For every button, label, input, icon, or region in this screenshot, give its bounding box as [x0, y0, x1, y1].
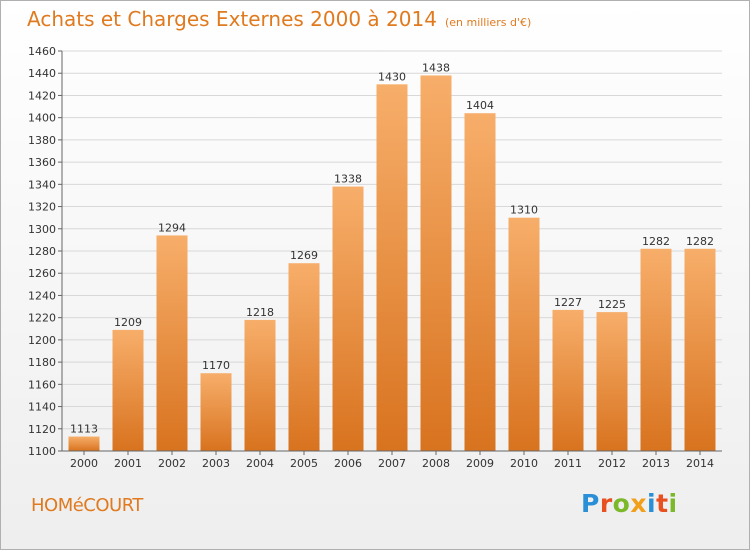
y-tick-label: 1260 [28, 267, 56, 280]
x-axis: 2000 2001 2002 2003 2004 2005 2006 2007 2008 2009… [62, 450, 722, 470]
data-label: 1404 [466, 99, 494, 112]
bar-2000 [68, 436, 100, 451]
bar-2007 [376, 84, 408, 451]
data-label: 1438 [422, 61, 450, 74]
data-label: 1269 [290, 249, 318, 262]
bar-2012 [596, 312, 628, 451]
data-label: 1225 [598, 298, 626, 311]
x-tick-label: 2007 [378, 457, 406, 470]
x-tick-label: 2004 [246, 457, 274, 470]
bar-2013 [640, 248, 672, 451]
x-tick-label: 2012 [598, 457, 626, 470]
data-label: 1310 [510, 204, 538, 217]
y-tick-label: 1280 [28, 245, 56, 258]
logo-letter: t [656, 489, 669, 518]
y-tick-label: 1120 [28, 423, 56, 436]
x-tick-label: 2000 [70, 457, 98, 470]
proxiti-logo: Proxiti [581, 489, 678, 518]
data-label: 1282 [642, 235, 670, 248]
data-label: 1282 [686, 235, 714, 248]
data-label: 1338 [334, 173, 362, 186]
y-tick-label: 1200 [28, 334, 56, 347]
bar-2001 [112, 329, 144, 451]
y-tick-label: 1360 [28, 156, 56, 169]
bar-2005 [288, 263, 320, 451]
data-label: 1294 [158, 221, 186, 234]
bar-2006 [332, 186, 364, 452]
title-text: Achats et Charges Externes 2000 à 2014 [27, 7, 437, 31]
y-tick-label: 1140 [28, 401, 56, 414]
y-tick-label: 1240 [28, 289, 56, 302]
bar-2008 [420, 75, 452, 451]
bar-2003 [200, 373, 232, 451]
logo-letter: r [599, 489, 613, 518]
y-tick-label: 1320 [28, 201, 56, 214]
x-tick-label: 2014 [686, 457, 714, 470]
x-tick-label: 2006 [334, 457, 362, 470]
bar-2014 [684, 248, 716, 451]
y-tick-label: 1180 [28, 356, 56, 369]
data-labels: 1113 1209 1294 1170 1218 1269 1338 1430 1438 1404… [70, 61, 714, 435]
y-tick-label: 1420 [28, 89, 56, 102]
x-tick-label: 2008 [422, 457, 450, 470]
y-tick-label: 1220 [28, 312, 56, 325]
y-axis: 1100 1120 1140 1160 1180 1200 1220 1240 1260 1280… [28, 45, 63, 458]
bar-2011 [552, 309, 584, 451]
x-tick-label: 2003 [202, 457, 230, 470]
y-tick-label: 1160 [28, 378, 56, 391]
bar-2009 [464, 113, 496, 451]
data-label: 1170 [202, 359, 230, 372]
chart-title: Achats et Charges Externes 2000 à 2014 (e… [27, 7, 531, 31]
logo-letter: x [630, 489, 647, 518]
y-tick-label: 1460 [28, 45, 56, 58]
data-label: 1218 [246, 306, 274, 319]
title-unit: (en milliers d'€) [444, 16, 532, 29]
bar-2010 [508, 217, 540, 451]
bar-2004 [244, 319, 276, 451]
bars [68, 75, 716, 452]
y-tick-label: 1300 [28, 223, 56, 236]
x-tick-label: 2011 [554, 457, 582, 470]
x-tick-label: 2001 [114, 457, 142, 470]
logo-letter: P [581, 489, 600, 518]
y-tick-label: 1340 [28, 178, 56, 191]
city-name: HOMéCOURT [31, 495, 143, 516]
logo-letter: i [647, 489, 657, 518]
data-label: 1113 [70, 423, 98, 436]
bar-2002 [156, 235, 188, 451]
y-tick-label: 1400 [28, 112, 56, 125]
x-tick-label: 2010 [510, 457, 538, 470]
x-tick-label: 2013 [642, 457, 670, 470]
data-label: 1209 [114, 316, 142, 329]
x-tick-label: 2002 [158, 457, 186, 470]
x-tick-label: 2009 [466, 457, 494, 470]
data-label: 1430 [378, 70, 406, 83]
data-label: 1227 [554, 296, 582, 309]
y-tick-label: 1100 [28, 445, 56, 458]
logo-letter: i [668, 489, 678, 518]
y-tick-label: 1380 [28, 134, 56, 147]
x-tick-label: 2005 [290, 457, 318, 470]
y-tick-label: 1440 [28, 67, 56, 80]
logo-letter: o [612, 489, 631, 518]
